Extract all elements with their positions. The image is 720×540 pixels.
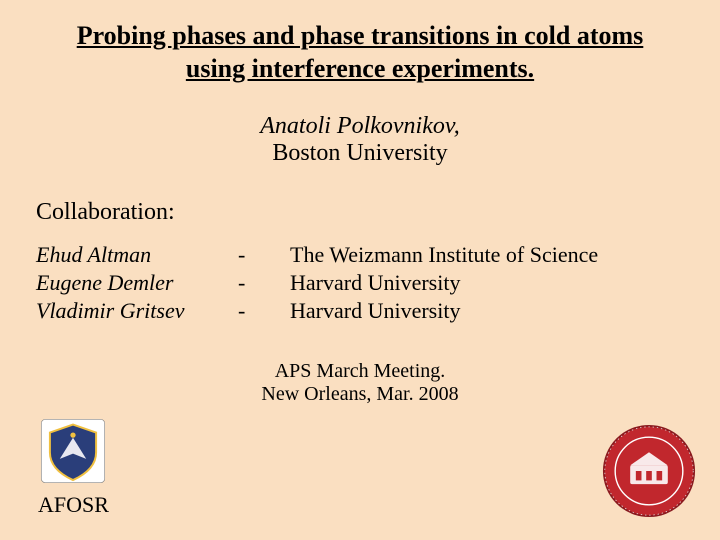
title-line-1: Probing phases and phase transitions in … <box>77 21 644 50</box>
collaborators-table: Ehud Altman - The Weizmann Institute of … <box>36 242 610 326</box>
collaborator-affil: Harvard University <box>290 270 610 298</box>
slide-title: Probing phases and phase transitions in … <box>0 0 720 85</box>
dash: - <box>238 298 290 326</box>
meeting-line-2: New Orleans, Mar. 2008 <box>261 383 458 405</box>
table-row: Eugene Demler - Harvard University <box>36 270 610 298</box>
title-line-2: using interference experiments. <box>186 54 534 83</box>
author-block: Anatoli Polkovnikov, Boston University <box>0 113 720 167</box>
table-row: Vladimir Gritsev - Harvard University <box>36 298 610 326</box>
collaborator-name: Vladimir Gritsev <box>36 298 238 326</box>
collaborator-name: Eugene Demler <box>36 270 238 298</box>
collaborator-name: Ehud Altman <box>36 242 238 270</box>
dash: - <box>238 270 290 298</box>
afosr-label: AFOSR <box>38 492 109 518</box>
meeting-info: APS March Meeting. New Orleans, Mar. 200… <box>0 360 720 406</box>
collaborator-affil: The Weizmann Institute of Science <box>290 242 610 270</box>
author-affiliation: Boston University <box>272 140 447 166</box>
boston-university-seal-icon <box>602 424 696 518</box>
collaboration-header: Collaboration: <box>36 199 720 226</box>
table-row: Ehud Altman - The Weizmann Institute of … <box>36 242 610 270</box>
dash: - <box>238 242 290 270</box>
collaborator-affil: Harvard University <box>290 298 610 326</box>
afosr-shield-icon <box>40 418 106 484</box>
author-name: Anatoli Polkovnikov, <box>260 113 460 139</box>
meeting-line-1: APS March Meeting. <box>275 360 446 382</box>
